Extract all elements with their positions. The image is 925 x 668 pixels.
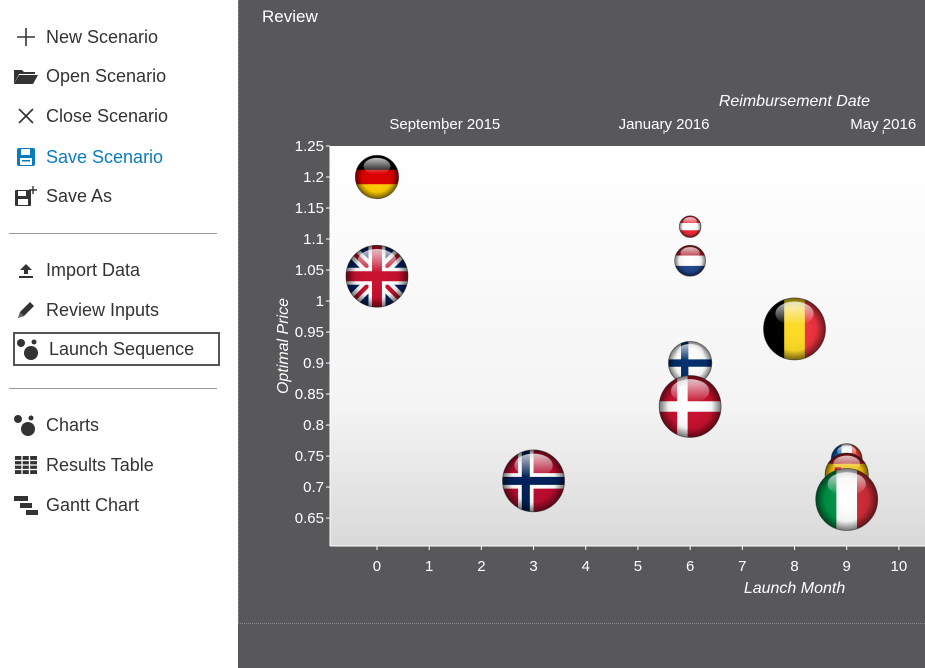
open-scenario-button[interactable]: Open Scenario <box>12 61 222 91</box>
sidebar: New Scenario Open Scenario Close Scenari… <box>0 0 238 668</box>
save-as-label: Save As <box>46 185 113 206</box>
top-axis-label: Reimbursement Date <box>719 93 870 110</box>
y-tick-label: 0.75 <box>295 448 324 465</box>
y-axis-label: Optimal Price <box>275 298 292 394</box>
table-icon <box>12 453 40 477</box>
sidebar-divider <box>9 388 217 389</box>
x-tick-label: 10 <box>891 558 908 575</box>
save-as-button[interactable]: Save As <box>12 181 222 211</box>
y-tick-label: 0.8 <box>303 417 324 434</box>
uk-flag[interactable] <box>345 244 409 308</box>
close-icon <box>12 104 40 128</box>
close-scenario-button[interactable]: Close Scenario <box>12 101 222 131</box>
top-tick-label: January 2016 <box>619 116 710 133</box>
folder-open-icon <box>12 64 40 88</box>
panel-edge <box>238 0 239 623</box>
y-axis: 0.65 0.7 0.75 0.8 0.85 0.9 0.95 1 1.05 1.1 1.15 1.2… <box>295 138 331 546</box>
open-scenario-label: Open Scenario <box>46 65 167 86</box>
netherlands-flag[interactable] <box>674 244 707 277</box>
norway-flag[interactable] <box>502 449 565 513</box>
germany-flag[interactable] <box>354 154 400 200</box>
bubble-chart: September 2015 January 2016 May 2016 0.650… <box>275 93 925 597</box>
close-scenario-label: Close Scenario <box>46 105 169 126</box>
upload-icon <box>12 258 40 282</box>
charts-button[interactable]: Charts <box>12 410 222 440</box>
gantt-chart-label: Gantt Chart <box>46 494 140 515</box>
y-tick-label: 1.15 <box>295 200 324 217</box>
belgium-flag[interactable] <box>763 297 826 361</box>
new-scenario-label: New Scenario <box>46 26 159 47</box>
gantt-icon <box>12 493 40 517</box>
denmark-flag[interactable] <box>658 375 722 438</box>
top-axis: September 2015 January 2016 May 2016 <box>389 116 916 134</box>
austria-flag[interactable] <box>678 215 702 238</box>
y-tick-label: 1.05 <box>295 262 324 279</box>
charts-label: Charts <box>46 414 100 435</box>
y-tick-label: 1 <box>316 293 324 310</box>
x-tick-label: 8 <box>790 558 798 575</box>
y-tick-label: 0.95 <box>295 324 324 341</box>
x-tick-label: 9 <box>843 558 851 575</box>
bubbles-icon <box>15 337 43 361</box>
gantt-chart-button[interactable]: Gantt Chart <box>12 490 222 520</box>
save-icon <box>12 145 40 169</box>
launch-sequence-chart: September 2015 January 2016 May 2016 0.65 0… <box>238 0 925 623</box>
x-tick-label: 6 <box>686 558 694 575</box>
x-tick-label: 5 <box>634 558 642 575</box>
y-tick-label: 1.2 <box>303 169 324 186</box>
y-tick-label: 0.65 <box>295 510 324 527</box>
launch-sequence-label: Launch Sequence <box>49 338 195 359</box>
save-scenario-button[interactable]: Save Scenario <box>12 142 222 172</box>
panel-divider <box>238 623 925 624</box>
review-inputs-label: Review Inputs <box>46 299 160 320</box>
y-tick-label: 1.25 <box>295 138 324 155</box>
x-tick-label: 4 <box>582 558 590 575</box>
save-as-icon <box>12 184 40 208</box>
x-tick-label: 7 <box>738 558 746 575</box>
x-axis-label: Launch Month <box>744 580 846 597</box>
launch-sequence-button[interactable]: Launch Sequence <box>13 332 220 366</box>
y-tick-label: 1.1 <box>303 231 324 248</box>
results-table-label: Results Table <box>46 454 154 475</box>
y-tick-label: 0.85 <box>295 386 324 403</box>
import-data-label: Import Data <box>46 259 141 280</box>
bubbles <box>345 154 879 531</box>
page-title: Review <box>262 7 318 26</box>
x-tick-label: 3 <box>529 558 537 575</box>
top-tick-label: May 2016 <box>850 116 916 133</box>
sidebar-divider <box>9 233 217 234</box>
x-axis: 0 1 2 3 4 5 6 7 8 9 10 <box>330 545 925 575</box>
italy-flag[interactable] <box>815 468 879 531</box>
x-tick-label: 1 <box>425 558 433 575</box>
x-tick-label: 2 <box>477 558 485 575</box>
plus-icon <box>12 25 40 49</box>
bubbles-icon <box>12 413 40 437</box>
top-tick-label: September 2015 <box>389 116 500 133</box>
x-tick-label: 0 <box>373 558 381 575</box>
save-scenario-label: Save Scenario <box>46 146 164 167</box>
y-tick-label: 0.9 <box>303 355 324 372</box>
new-scenario-button[interactable]: New Scenario <box>12 22 222 52</box>
pencil-icon <box>12 298 40 322</box>
y-tick-label: 0.7 <box>303 479 324 496</box>
review-inputs-button[interactable]: Review Inputs <box>12 295 222 325</box>
results-table-button[interactable]: Results Table <box>12 450 222 480</box>
import-data-button[interactable]: Import Data <box>12 255 222 285</box>
